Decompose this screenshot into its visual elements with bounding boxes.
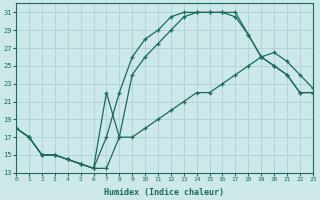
X-axis label: Humidex (Indice chaleur): Humidex (Indice chaleur) <box>104 188 224 197</box>
